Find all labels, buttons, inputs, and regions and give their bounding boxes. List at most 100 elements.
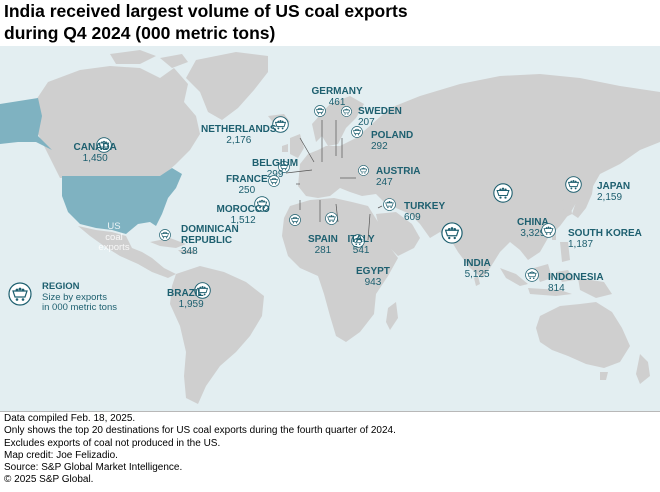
destination-label-japan: JAPAN 2,159 (597, 181, 630, 203)
destination-value: 207 (358, 117, 375, 128)
destination-value: 247 (376, 177, 393, 188)
indonesia-shape (500, 264, 612, 298)
destination-value: 5,125 (464, 269, 490, 280)
legend-line-1: Size by exports (42, 291, 107, 303)
footer-divider (0, 411, 660, 412)
coal-cart-icon-netherlands (271, 115, 289, 133)
uk-shape (282, 134, 304, 158)
destination-label-spain: SPAIN 281 (308, 234, 338, 256)
destination-value: 299 (266, 169, 284, 180)
arctic-islands-shape (110, 50, 188, 68)
coal-cart-icon-india (441, 222, 463, 244)
destination-value: 943 (364, 277, 382, 288)
destination-name: TURKEY (404, 201, 446, 212)
title-line-2: during Q4 2024 (000 metric tons) (4, 23, 276, 43)
destination-value: 461 (328, 97, 346, 108)
destination-label-china: CHINA 3,329 (517, 217, 549, 239)
coal-cart-icon-indonesia (525, 268, 539, 282)
note-line: © 2025 S&P Global. (4, 474, 94, 486)
coal-cart-icon-morocco (254, 196, 270, 212)
destination-name: BRAZIL (167, 288, 204, 299)
coal-cart-icon-turkey (382, 197, 396, 211)
destination-name: CHINA (517, 217, 549, 228)
australia-shape (536, 302, 630, 368)
arabia-shape (376, 212, 420, 256)
destination-name: FRANCE (226, 174, 268, 185)
destination-value: 814 (548, 283, 565, 294)
coal-cart-icon-poland (351, 125, 363, 138)
destination-value: 2,159 (597, 192, 623, 203)
destination-value: 1,959 (178, 299, 204, 310)
destination-label-austria: AUSTRIA 247 (376, 166, 420, 188)
destination-name: SPAIN (308, 234, 338, 245)
destination-name: NETHERLANDS (201, 124, 277, 135)
destination-label-france: FRANCE 250 (226, 174, 268, 196)
destination-value: 541 (352, 245, 370, 256)
south-america-shape (170, 266, 264, 404)
note-line: Only shows the top 20 destinations for U… (4, 425, 396, 437)
destination-label-egypt: EGYPT 943 (356, 266, 390, 288)
destination-name-line-2: REPUBLIC (181, 235, 233, 246)
coal-cart-icon-sweden (340, 104, 352, 117)
destination-label-dominican: DOMINICAN REPUBLIC 348 (181, 224, 239, 257)
coal-cart-icon-austria (357, 163, 369, 176)
destination-label-italy: ITALY 541 (348, 234, 375, 256)
destination-label-morocco: MOROCCO 1,512 (217, 204, 270, 226)
coal-cart-icon-dominican (159, 228, 171, 241)
title-line-1: India received largest volume of US coal… (4, 1, 408, 21)
coal-cart-icon-canada (96, 137, 112, 153)
destination-name: MOROCCO (216, 204, 270, 215)
us-label-line-3: exports (98, 242, 130, 253)
philippines-shape (552, 232, 570, 262)
destination-value: 292 (371, 141, 388, 152)
korea-shape (562, 198, 572, 218)
destination-value: 250 (238, 185, 256, 196)
coal-cart-icon-egypt (351, 234, 365, 248)
footnotes: Data compiled Feb. 18, 2025. Only shows … (4, 413, 396, 487)
destination-label-poland: POLAND 292 (371, 130, 413, 152)
destination-name: POLAND (371, 130, 414, 141)
africa-shape (282, 198, 398, 342)
us-label-line-1: US (107, 221, 121, 232)
coal-cart-icon-germany (314, 104, 326, 117)
us-shape (62, 168, 182, 234)
coal-cart-icon-china (493, 183, 513, 203)
legend-coal-cart-icon (8, 282, 32, 306)
destination-value: 3,329 (520, 228, 546, 239)
leader-lines (285, 120, 383, 241)
destination-name: CANADA (73, 142, 117, 153)
coal-cart-icon-spain (289, 213, 301, 226)
destination-label-canada: CANADA 1,450 (74, 142, 117, 164)
destination-name: GERMANY (311, 86, 363, 97)
coal-cart-icon-south-korea (540, 222, 556, 238)
coal-cart-icon-belgium (278, 160, 290, 173)
destination-label-germany: GERMANY 461 (312, 86, 363, 108)
destination-name: EGYPT (356, 266, 390, 277)
destination-name: AUSTRIA (376, 166, 421, 177)
coal-cart-icon-japan (564, 175, 582, 193)
scandinavia-shape (312, 96, 364, 146)
greenland-shape (186, 52, 268, 120)
destination-value: 281 (314, 245, 332, 256)
destination-name: INDIA (463, 258, 491, 269)
map-svg (0, 50, 660, 404)
destination-name: INDONESIA (548, 272, 604, 283)
coal-cart-icon-italy (324, 211, 338, 225)
legend-heading: REGION (42, 281, 80, 292)
destination-label-brazil: BRAZIL 1,959 (167, 288, 204, 310)
destination-label-south-korea: SOUTH KOREA 1,187 (568, 228, 642, 250)
north-america-shape (36, 66, 200, 178)
destination-label-sweden: SWEDEN 207 (358, 106, 402, 128)
legend-line-2: in 000 metric tons (42, 302, 117, 313)
us-label-line-2: coal (105, 231, 123, 243)
destination-name: SOUTH KOREA (568, 228, 642, 239)
destination-label-india: INDIA 5,125 (464, 258, 491, 280)
legend-text: REGION Size by exports in 000 metric ton… (42, 281, 117, 314)
destination-value: 2,176 (226, 135, 252, 146)
destination-value: 1,512 (230, 215, 256, 226)
destination-value: 1,450 (82, 153, 108, 164)
coal-cart-icon-brazil (193, 281, 211, 299)
new-zealand-shape (600, 354, 650, 384)
eurasia-shape (298, 74, 660, 278)
us-origin-label: US coal exports (94, 221, 134, 254)
